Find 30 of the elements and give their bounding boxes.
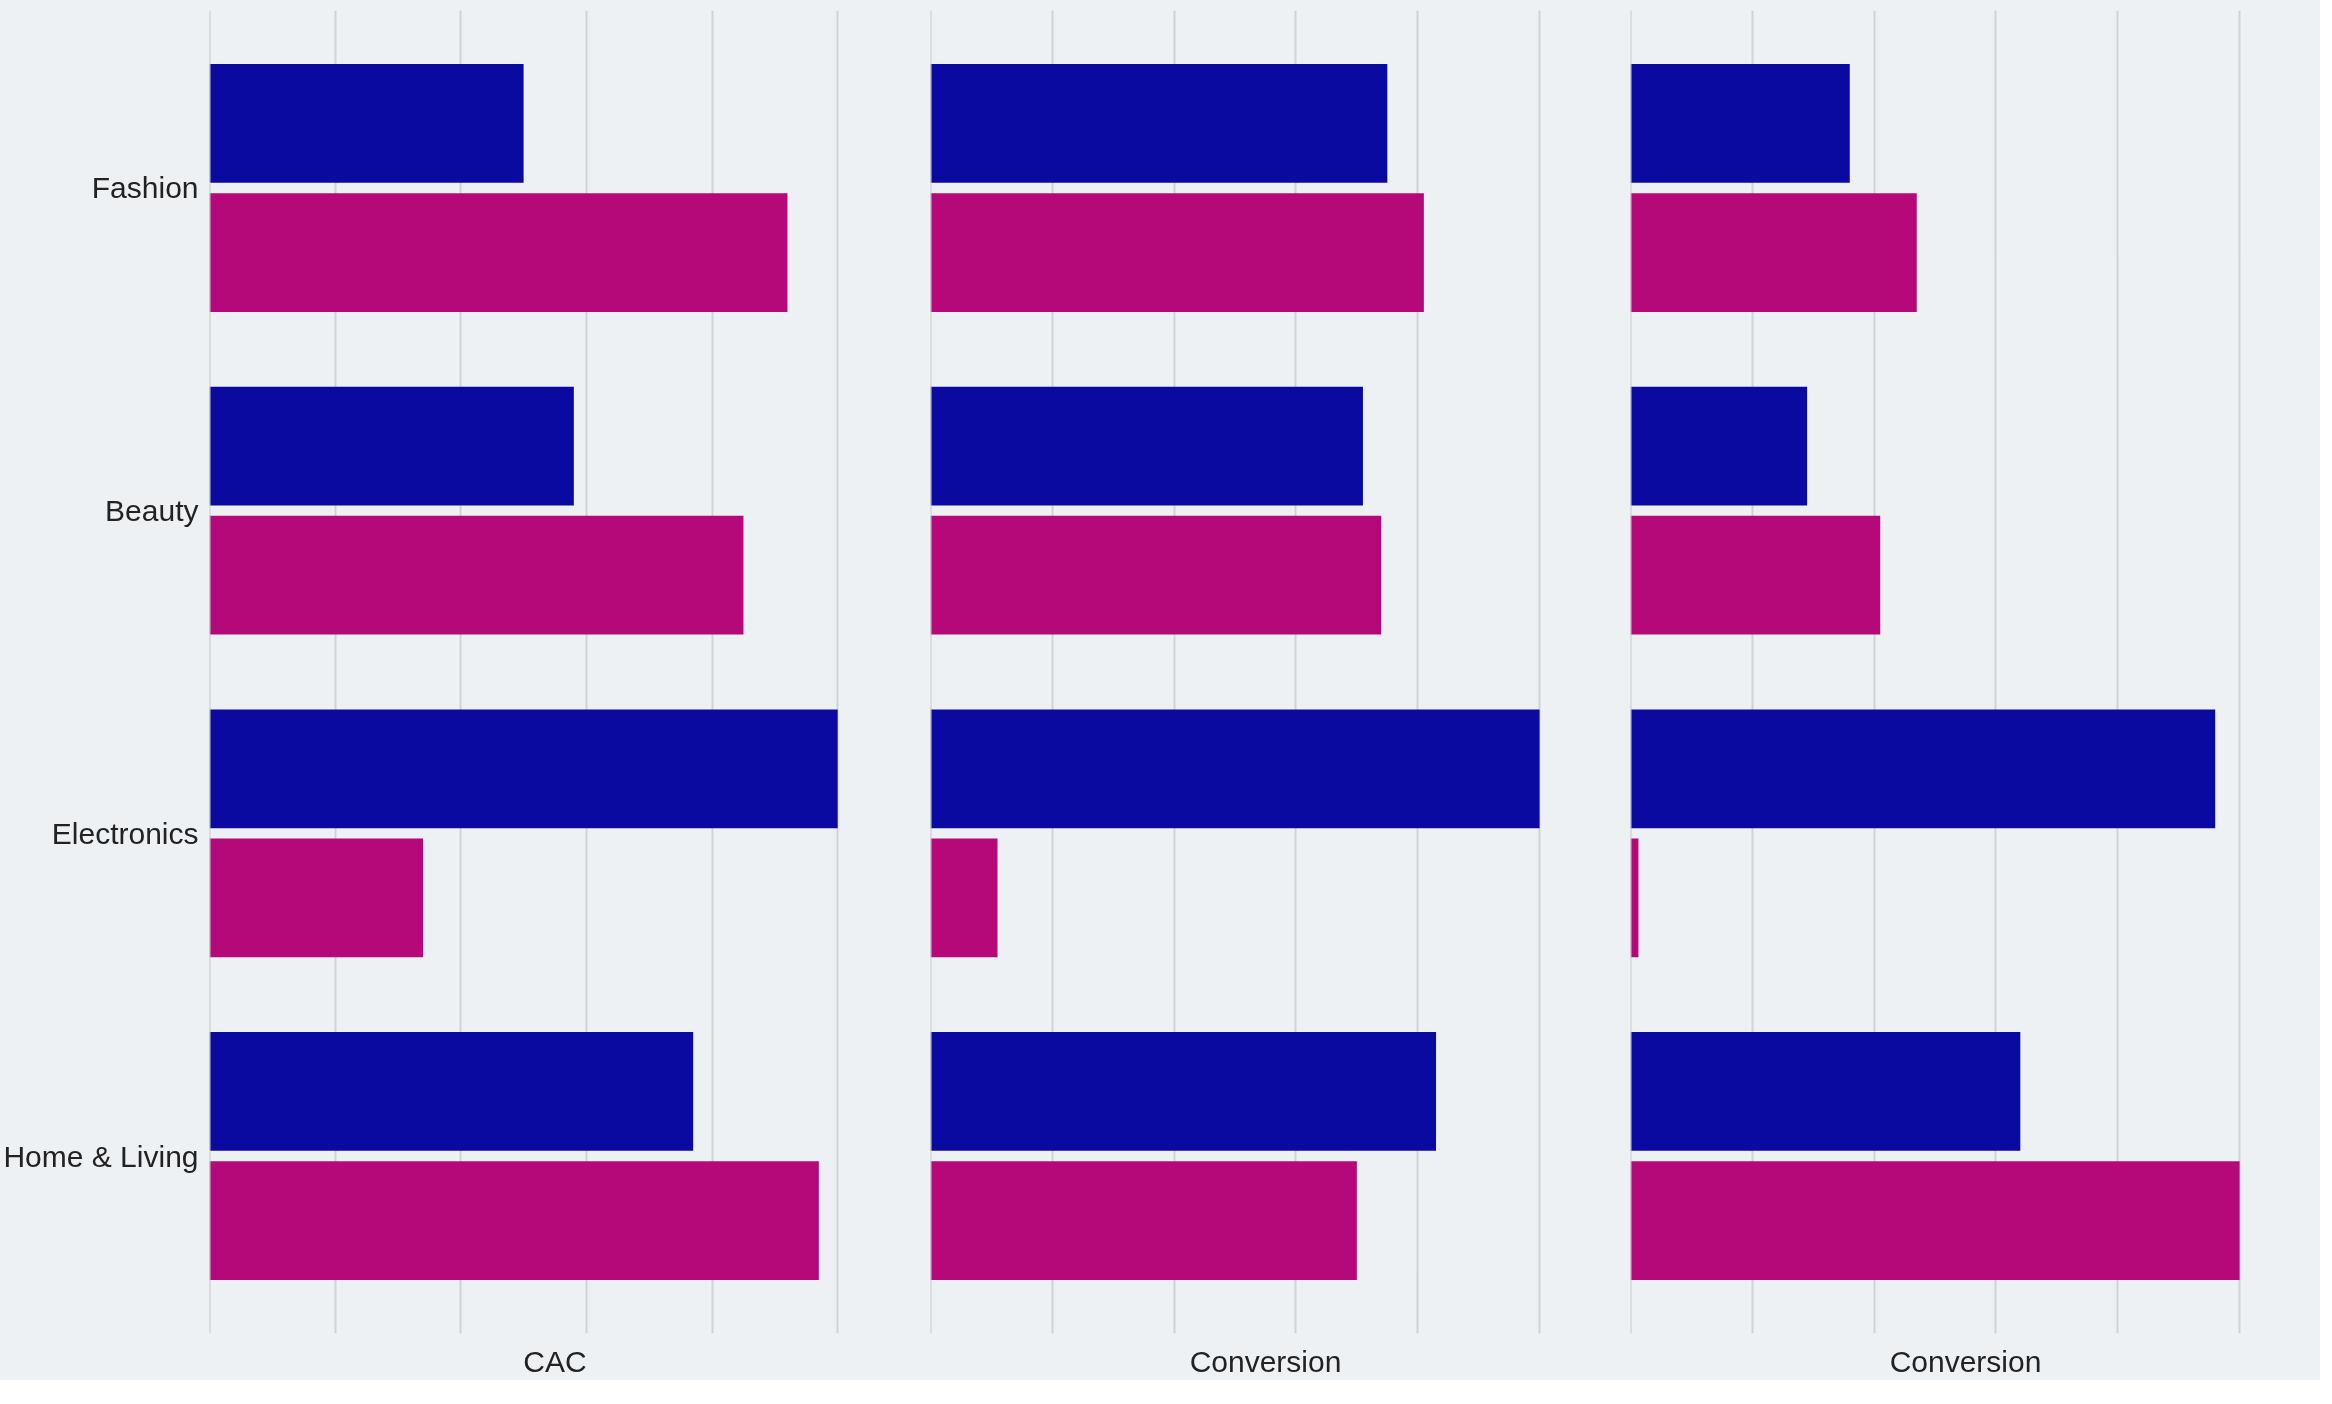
bar	[930, 1161, 1357, 1280]
x-axis-title: Conversion	[1189, 1344, 1342, 1378]
bar	[1630, 1032, 2021, 1151]
y-tick-label: Electronics	[51, 816, 199, 850]
y-tick-label: Home & Living	[3, 1139, 199, 1173]
bar	[209, 193, 788, 312]
bar	[209, 64, 524, 183]
bar	[209, 1161, 819, 1280]
x-axis-title: Conversion	[1889, 1344, 2042, 1378]
bar	[1630, 1161, 2240, 1280]
x-axis-title: CAC	[523, 1344, 587, 1378]
bar	[930, 64, 1388, 183]
bar	[930, 515, 1382, 635]
bar	[209, 709, 838, 829]
bar	[930, 1032, 1437, 1151]
bar	[1630, 386, 1808, 506]
bar	[930, 193, 1424, 312]
bar	[1630, 709, 2216, 829]
bar	[1630, 64, 1850, 183]
bar	[1630, 193, 1917, 312]
bar	[209, 386, 574, 506]
bar	[930, 386, 1363, 506]
bar	[930, 709, 1540, 829]
bar	[209, 1032, 694, 1151]
bar	[930, 838, 998, 958]
y-tick-label: Beauty	[105, 494, 199, 528]
bar	[209, 838, 424, 958]
y-tick-label: Fashion	[91, 171, 199, 205]
bar	[209, 515, 744, 635]
bar	[1630, 515, 1881, 635]
